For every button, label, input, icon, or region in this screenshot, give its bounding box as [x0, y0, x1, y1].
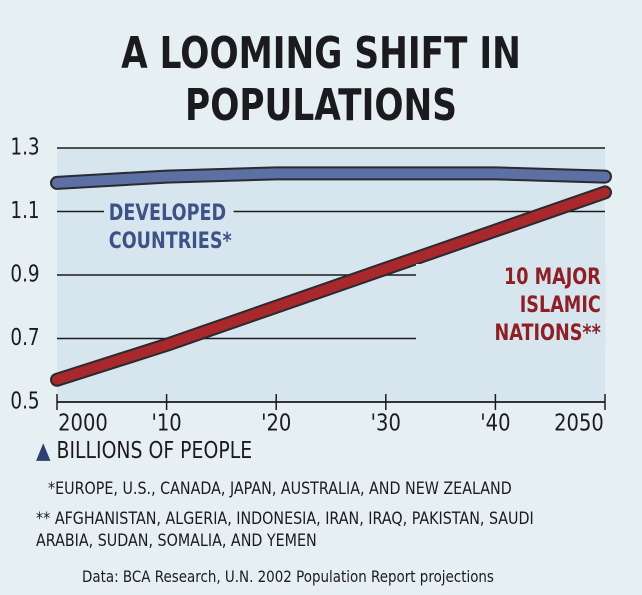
- y-tick-label: 1.3: [10, 134, 39, 161]
- y-axis-label: ▲ BILLIONS OF PEOPLE: [36, 438, 252, 464]
- y-label-text: BILLIONS OF PEOPLE: [56, 438, 253, 464]
- footnote: ** AFGHANISTAN, ALGERIA, INDONESIA, IRAN…: [36, 509, 534, 551]
- x-tick-label: 2000: [58, 410, 108, 437]
- y-tick-label: 1.1: [10, 197, 39, 224]
- chart: 0.5 0.7 0.9 1.1 1.3 2000 '10 '20 '30 '40 2050: [10, 134, 612, 437]
- chart-title: A LOOMING SHIFT IN POPULATIONS: [71, 28, 572, 132]
- x-tick-label: '30: [371, 410, 401, 437]
- series-label: 10 MAJOR ISLAMIC NATIONS**: [416, 264, 606, 348]
- source: Data: BCA Research, U.N. 2002 Population…: [82, 567, 494, 586]
- triangle-icon: ▲: [36, 438, 57, 464]
- series-line: [52, 168, 610, 188]
- x-tick-label: '40: [480, 410, 510, 437]
- x-tick-label: '10: [151, 410, 181, 437]
- y-tick-label: 0.7: [10, 324, 39, 351]
- footnote: *EUROPE, U.S., CANADA, JAPAN, AUSTRALIA,…: [48, 479, 512, 499]
- x-tick-label: '20: [261, 410, 291, 437]
- series-label: DEVELOPED COUNTRIES*: [104, 200, 234, 256]
- x-tick-label: 2050: [554, 410, 604, 437]
- y-tick-label: 0.5: [10, 388, 39, 415]
- y-tick-label: 0.9: [10, 261, 39, 288]
- series-line: [52, 187, 610, 385]
- title-text: A LOOMING SHIFT IN POPULATIONS: [121, 28, 521, 131]
